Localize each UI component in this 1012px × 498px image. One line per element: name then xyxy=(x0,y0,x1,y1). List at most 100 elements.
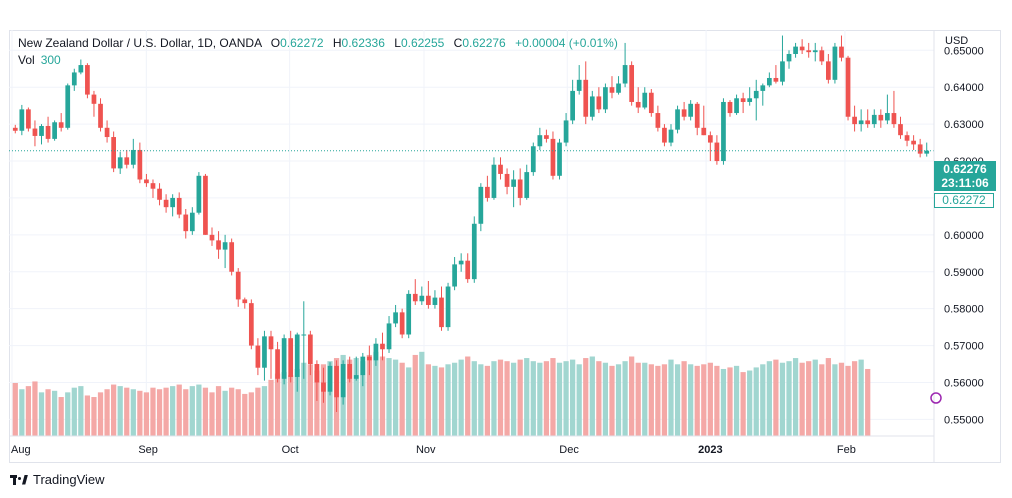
volume-bar xyxy=(688,364,694,436)
candle xyxy=(85,63,90,99)
volume-bar xyxy=(530,361,536,436)
candle xyxy=(367,345,372,376)
candle xyxy=(786,50,792,69)
volume-bar xyxy=(288,375,294,436)
volume-bar xyxy=(838,362,845,436)
candle xyxy=(845,55,851,121)
candle xyxy=(537,127,543,150)
volume-bar xyxy=(471,361,477,436)
candle xyxy=(681,101,687,121)
price-candles xyxy=(12,35,930,413)
candle xyxy=(701,105,707,136)
price-axis[interactable]: 0.650000.640000.630000.620000.610000.600… xyxy=(944,45,984,426)
volume-bar xyxy=(589,356,595,436)
volume-bar xyxy=(274,373,281,436)
volume-bar xyxy=(517,359,523,436)
candle xyxy=(26,107,31,132)
candle xyxy=(806,42,812,58)
brand-logo[interactable]: TradingView xyxy=(10,472,105,487)
volume-bar xyxy=(694,365,700,436)
volume-bar xyxy=(209,392,215,436)
candle xyxy=(904,131,910,147)
candle xyxy=(229,238,235,276)
candle xyxy=(52,120,57,141)
volume-bar xyxy=(222,390,228,436)
candle xyxy=(688,100,694,121)
candle xyxy=(635,87,641,114)
volume-bar xyxy=(25,386,32,436)
volume-bar xyxy=(668,359,674,436)
volume-bar xyxy=(307,364,313,436)
candle xyxy=(163,194,169,213)
currency-label[interactable]: USD xyxy=(945,35,969,47)
volume-value: 300 xyxy=(40,53,61,67)
low-label: L xyxy=(394,36,401,50)
candle xyxy=(314,360,320,401)
volume-bar xyxy=(609,365,615,436)
candle xyxy=(524,164,530,200)
volume-bar xyxy=(747,370,753,436)
symbol-name: New Zealand Dollar / U.S. Dollar, 1D, OA… xyxy=(18,36,262,50)
candle xyxy=(321,367,326,403)
y-tick-label: 0.63000 xyxy=(944,119,984,131)
candle xyxy=(642,87,648,110)
candle xyxy=(19,104,25,136)
volume-bar xyxy=(373,351,379,436)
candle xyxy=(740,92,746,114)
candle xyxy=(839,35,844,62)
candle xyxy=(760,83,766,106)
volume-bar xyxy=(478,364,484,436)
candle xyxy=(406,290,412,339)
candle xyxy=(39,124,44,145)
volume-bar xyxy=(386,358,392,436)
volume-bar xyxy=(733,365,740,436)
candle xyxy=(183,209,189,239)
candle xyxy=(170,194,176,217)
candle xyxy=(353,356,359,381)
candle xyxy=(157,183,162,206)
volume-bar xyxy=(366,354,372,436)
y-tick-label: 0.58000 xyxy=(944,304,984,316)
volume-bar xyxy=(183,389,189,436)
change-value: +0.00004 (+0.01%) xyxy=(515,36,618,50)
candle xyxy=(65,83,71,130)
candle xyxy=(360,352,366,387)
candle xyxy=(694,101,700,136)
candle xyxy=(144,173,149,187)
volume-bar xyxy=(760,364,766,436)
volume-bar xyxy=(170,386,176,436)
volume-bar xyxy=(143,392,150,436)
candle xyxy=(386,316,392,353)
close-value: 0.62276 xyxy=(462,36,506,50)
candle xyxy=(281,334,287,385)
candle xyxy=(235,268,241,307)
candle xyxy=(629,61,635,106)
volume-bar xyxy=(635,362,641,436)
candle xyxy=(203,173,208,235)
volume-bar xyxy=(104,389,110,436)
volume-bar xyxy=(570,359,576,436)
volume-bar xyxy=(596,361,602,436)
volume-bar xyxy=(707,362,713,436)
volume-bar xyxy=(819,364,825,436)
volume-bar xyxy=(655,365,661,436)
volume-bar xyxy=(97,392,104,436)
candle xyxy=(799,39,805,54)
candle xyxy=(117,151,123,174)
volume-bar xyxy=(563,361,569,436)
chart-frame[interactable] xyxy=(9,30,1001,463)
volume-bar xyxy=(504,361,510,436)
volume-bar xyxy=(851,361,858,436)
time-axis[interactable]: Aug Sep Oct Nov Dec 2023 Feb xyxy=(11,444,856,456)
volume-bar xyxy=(189,386,195,436)
x-tick-label: Feb xyxy=(837,444,856,456)
last-price-badge: 0.62276 23:11:06 xyxy=(934,161,996,191)
candle xyxy=(609,76,615,99)
volume-bar xyxy=(615,364,622,436)
candle xyxy=(176,192,182,219)
candle xyxy=(45,116,51,143)
volume-bar xyxy=(642,362,648,436)
candle xyxy=(327,362,333,396)
volume-bar xyxy=(425,364,432,436)
